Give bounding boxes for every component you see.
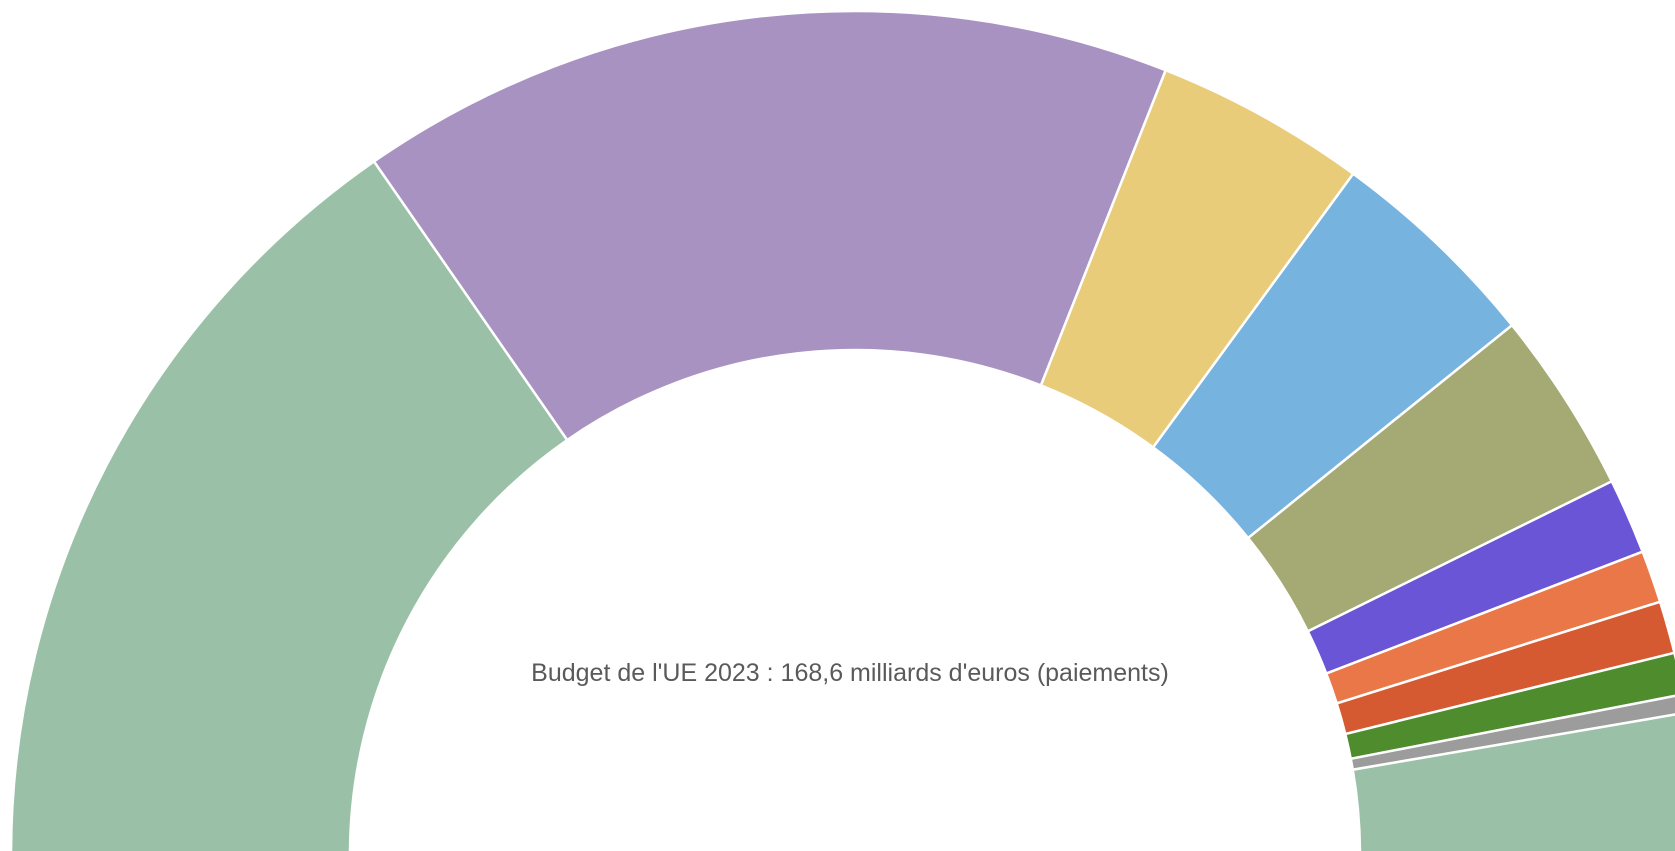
chart-slices	[9, 9, 1675, 851]
chart-title: Budget de l'UE 2023 : 168,6 milliards d'…	[531, 659, 1169, 687]
pie-slice-11[interactable]	[1351, 713, 1675, 851]
pie-slice-1[interactable]	[9, 160, 569, 851]
pie-slice-2[interactable]	[372, 9, 1167, 442]
